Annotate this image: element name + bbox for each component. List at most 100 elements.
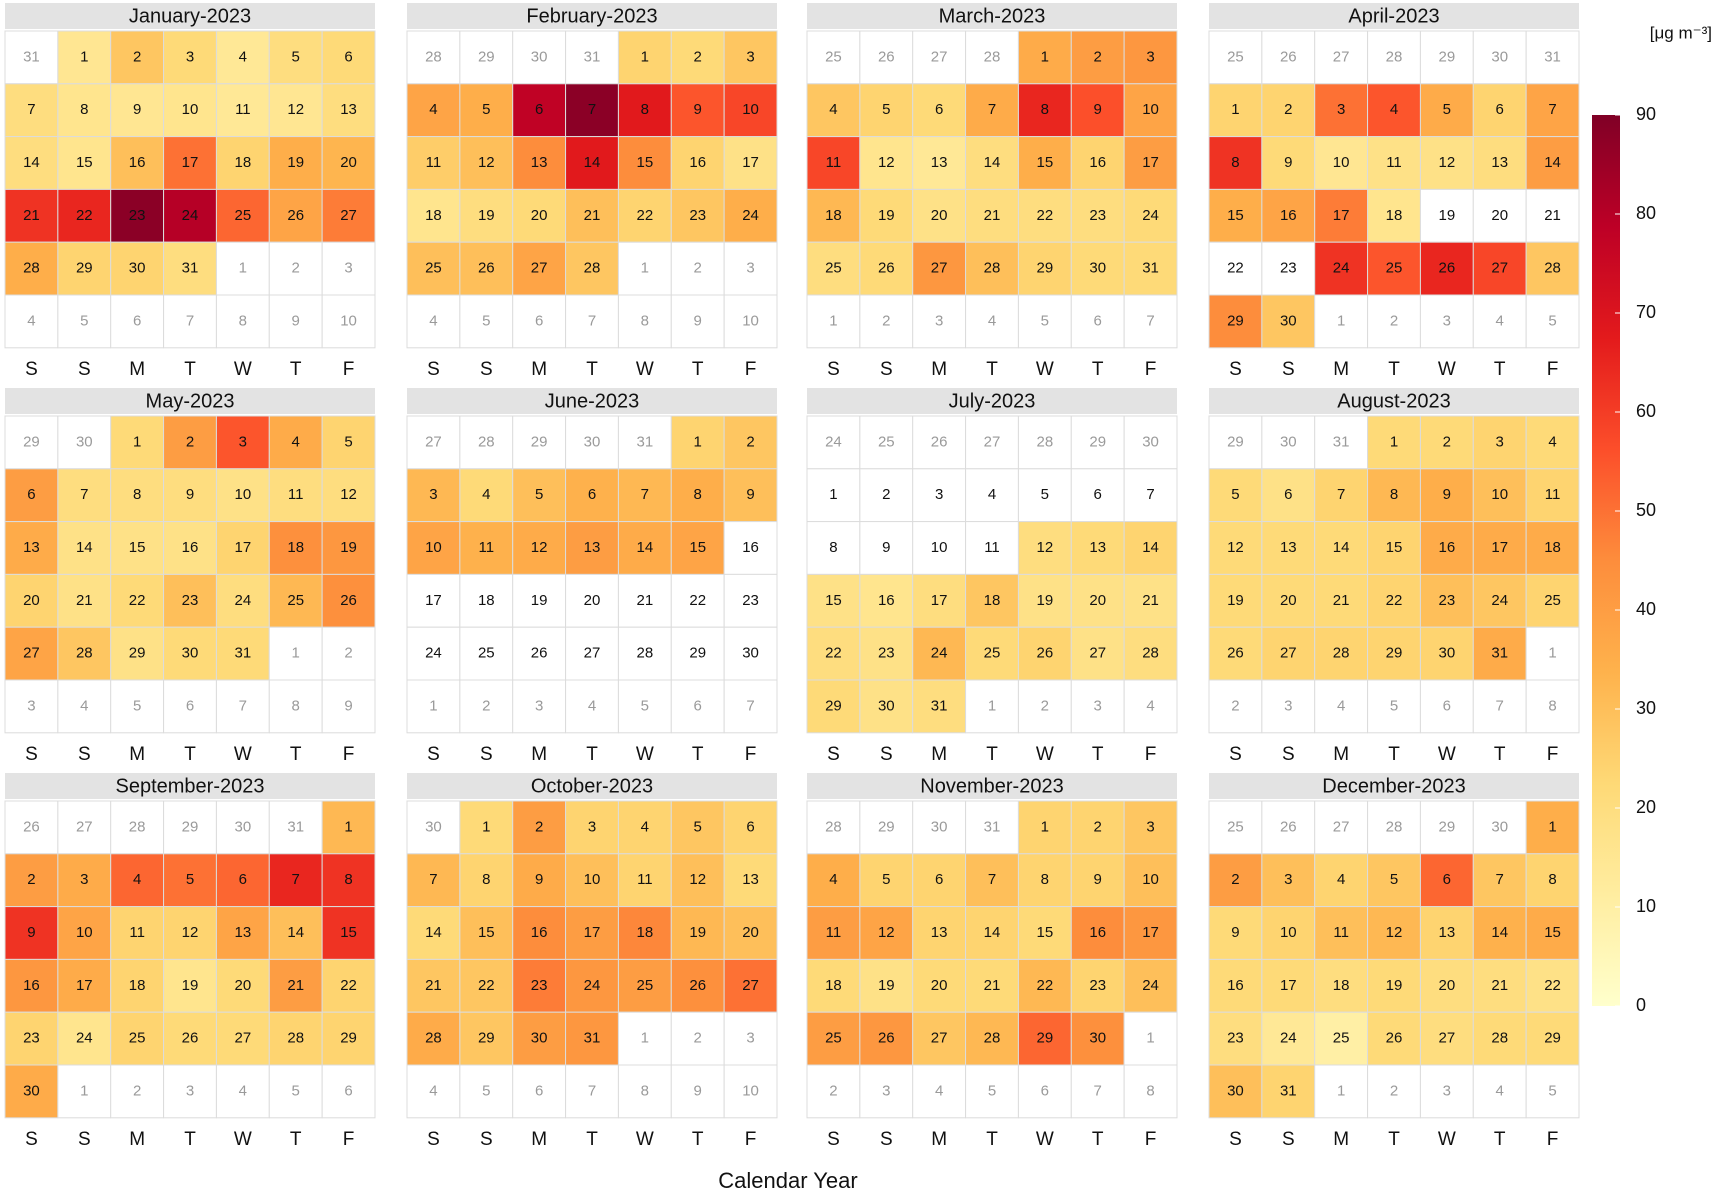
day-label: 10 [1142, 101, 1159, 118]
day-cell [1123, 136, 1178, 190]
filler-day-label: 2 [482, 697, 490, 714]
month-header [407, 773, 777, 799]
day-label: 7 [292, 871, 300, 888]
day-cell [912, 83, 967, 138]
weekday-label: W [234, 359, 252, 380]
day-label: 24 [1142, 977, 1159, 994]
day-label: 2 [535, 818, 543, 835]
weekday-label: W [636, 744, 654, 765]
day-cell [321, 415, 376, 470]
day-label: 25 [1386, 260, 1403, 277]
weekday-label: F [1145, 1129, 1157, 1150]
filler-day-label: 2 [344, 645, 352, 662]
day-label: 11 [826, 924, 842, 941]
filler-cell [859, 1064, 914, 1119]
filler-day-label: 1 [1337, 1082, 1345, 1099]
day-label: 7 [429, 871, 437, 888]
filler-day-label: 3 [746, 1030, 754, 1047]
day-label: 14 [584, 154, 601, 171]
day-label: 15 [689, 539, 706, 556]
weekday-label: S [480, 744, 493, 765]
day-cell [1367, 906, 1421, 960]
weekday-label: W [636, 1129, 654, 1150]
filler-cell [1525, 626, 1580, 681]
day-cell [565, 626, 619, 681]
weekday-label: M [931, 359, 947, 380]
day-cell [806, 958, 861, 1013]
day-cell [1123, 906, 1178, 960]
colorbar-tick-label: 40 [1636, 599, 1656, 619]
filler-day-label: 1 [1337, 312, 1345, 329]
day-label: 30 [1280, 312, 1297, 329]
weekday-label: S [880, 1129, 893, 1150]
day-label: 24 [1333, 260, 1350, 277]
day-label: 16 [1439, 539, 1456, 556]
day-cell [723, 800, 778, 855]
filler-day-label: 31 [287, 818, 304, 835]
day-label: 11 [235, 101, 251, 118]
filler-day-label: 3 [1284, 697, 1292, 714]
filler-day-label: 29 [1089, 433, 1106, 450]
day-label: 26 [1439, 260, 1456, 277]
day-label: 8 [694, 486, 702, 503]
weekday-label: T [184, 744, 196, 765]
day-label: 19 [182, 977, 199, 994]
day-cell [215, 415, 270, 470]
weekday-label: W [234, 1129, 252, 1150]
day-cell [512, 626, 567, 681]
filler-cell [57, 415, 112, 470]
day-cell [859, 136, 914, 190]
day-cell [565, 1011, 619, 1066]
month-title: January-2023 [129, 5, 251, 27]
weekday-label: T [1092, 1129, 1104, 1150]
filler-cell [512, 1064, 567, 1119]
month-title: September-2023 [116, 775, 265, 797]
day-cell [57, 468, 112, 523]
day-cell [110, 136, 165, 190]
day-label: 1 [344, 818, 352, 835]
day-label: 4 [133, 871, 141, 888]
filler-day-label: 5 [988, 1082, 996, 1099]
day-label: 6 [746, 818, 754, 835]
filler-cell [406, 415, 461, 470]
day-cell [215, 521, 270, 575]
day-cell [1367, 573, 1421, 628]
month-title: December-2023 [1322, 775, 1465, 797]
day-cell [670, 800, 725, 855]
day-label: 31 [235, 645, 252, 662]
day-label: 20 [531, 207, 548, 224]
day-cell [1208, 294, 1263, 349]
month-header [807, 773, 1177, 799]
filler-cell [1070, 415, 1125, 470]
filler-day-label: 5 [1548, 1082, 1556, 1099]
day-label: 22 [1227, 260, 1244, 277]
filler-day-label: 27 [425, 433, 442, 450]
day-label: 27 [531, 260, 548, 277]
day-cell [4, 521, 59, 575]
filler-cell [1261, 415, 1316, 470]
filler-day-label: 5 [1041, 312, 1049, 329]
weekday-label: F [745, 744, 757, 765]
day-label: 22 [1544, 977, 1561, 994]
filler-day-label: 5 [482, 1082, 490, 1099]
day-label: 24 [1280, 1030, 1297, 1047]
day-label: 17 [1142, 154, 1159, 171]
day-label: 1 [1041, 818, 1049, 835]
day-label: 7 [588, 101, 596, 118]
filler-day-label: 6 [133, 312, 141, 329]
day-label: 16 [531, 924, 548, 941]
day-label: 25 [984, 645, 1001, 662]
weekday-label: W [636, 359, 654, 380]
day-label: 20 [1491, 207, 1508, 224]
weekday-label: T [586, 1129, 598, 1150]
day-cell [110, 188, 165, 243]
day-cell [1208, 573, 1263, 628]
weekday-label: F [1547, 1129, 1559, 1150]
filler-cell [723, 1064, 778, 1119]
filler-day-label: 29 [1439, 818, 1456, 835]
filler-day-label: 2 [1390, 1082, 1398, 1099]
filler-day-label: 26 [1280, 48, 1297, 65]
day-cell [1123, 30, 1178, 85]
day-label: 18 [1544, 539, 1561, 556]
day-cell [1419, 241, 1474, 296]
